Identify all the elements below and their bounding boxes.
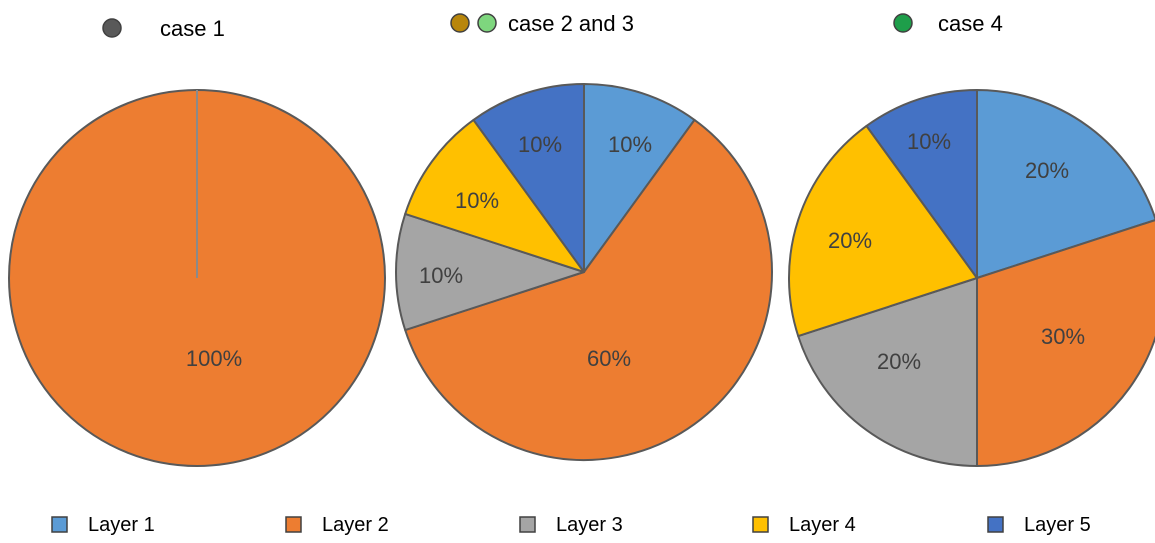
pie-3-data-label-layer-2: 30% — [1041, 324, 1085, 349]
title-marker-1-1 — [102, 18, 122, 38]
legend-label-4: Layer 4 — [789, 514, 856, 536]
chart-title-2: case 2 and 3 — [508, 11, 634, 36]
legend-swatch-1 — [51, 516, 68, 533]
pie-2-data-label-layer-4: 10% — [455, 188, 499, 213]
chart-title-1: case 1 — [160, 16, 225, 41]
pie-3-data-label-layer-4: 20% — [828, 228, 872, 253]
pie-1-data-label-layer-2: 100% — [186, 346, 242, 371]
pie-3-slice-layer-1 — [976, 89, 1155, 279]
pie-3-data-label-layer-1: 20% — [1025, 158, 1069, 183]
pie-2-data-label-layer-1: 10% — [608, 132, 652, 157]
pie-2-slice-layer-5 — [472, 83, 585, 273]
pie-2-data-label-layer-3: 10% — [419, 263, 463, 288]
pie-3-slice-layer-2 — [976, 219, 1155, 467]
pie-3-slice-layer-4 — [788, 124, 978, 338]
legend-swatch-5 — [987, 516, 1004, 533]
pie-3-data-label-layer-5: 10% — [907, 129, 951, 154]
pie-2-data-label-layer-2: 60% — [587, 346, 631, 371]
legend-label-3: Layer 3 — [556, 514, 623, 536]
pie-3-slice-layer-5 — [865, 89, 978, 279]
pie-2-slice-layer-1 — [583, 83, 696, 273]
legend-swatch-2 — [285, 516, 302, 533]
pie-3-data-label-layer-3: 20% — [877, 349, 921, 374]
pie-2-slice-layer-2 — [404, 118, 773, 461]
legend-label-1: Layer 1 — [88, 514, 155, 536]
legend-label-5: Layer 5 — [1024, 514, 1091, 536]
title-marker-2-1 — [450, 13, 470, 33]
pie-2-slice-layer-4 — [404, 118, 585, 273]
pie-2-data-label-layer-5: 10% — [518, 132, 562, 157]
legend-swatch-3 — [519, 516, 536, 533]
title-marker-3-1 — [893, 13, 913, 33]
legend-swatch-4 — [752, 516, 769, 533]
legend-label-2: Layer 2 — [322, 514, 389, 536]
pie-2-slice-layer-3 — [395, 212, 585, 332]
chart-title-3: case 4 — [938, 11, 1003, 36]
pie-3-slice-layer-3 — [797, 277, 978, 467]
title-marker-2-2 — [477, 13, 497, 33]
